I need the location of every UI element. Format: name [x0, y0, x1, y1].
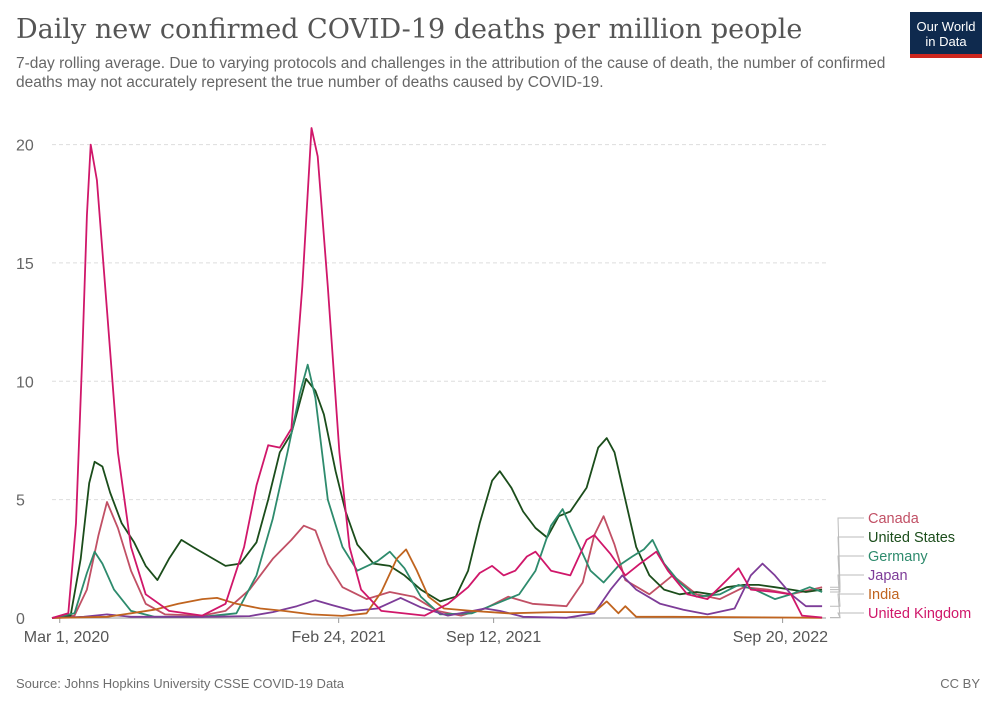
- owid-logo[interactable]: Our World in Data: [910, 12, 982, 58]
- source-note: Source: Johns Hopkins University CSSE CO…: [16, 676, 345, 691]
- legend-connector-germany: [830, 555, 864, 593]
- chart-title: Daily new confirmed COVID-19 deaths per …: [16, 14, 803, 45]
- legend-connector-japan: [830, 574, 864, 607]
- legend-label-united-states: United States: [868, 530, 955, 546]
- legend-label-canada: Canada: [868, 511, 920, 527]
- series-line-united-states: [51, 378, 823, 619]
- y-tick-label-0: 0: [16, 611, 25, 628]
- y-tick-label-20: 20: [16, 138, 34, 155]
- series-line-germany: [51, 363, 823, 619]
- x-tick-label-3: Sep 20, 2022: [733, 629, 828, 646]
- series-line-canada: [51, 501, 823, 619]
- y-tick-label-10: 10: [16, 374, 34, 391]
- x-tick-label-2: Sep 12, 2021: [446, 629, 541, 646]
- legend-label-india: India: [868, 587, 900, 603]
- legend-connector-united-states: [830, 536, 864, 591]
- legend-label-united-kingdom: United Kingdom: [868, 606, 971, 622]
- legend-connector-united-kingdom: [830, 612, 864, 618]
- series-line-united-kingdom: [51, 127, 823, 619]
- legend-label-germany: Germany: [868, 549, 928, 565]
- legend-connector-canada: [830, 517, 864, 588]
- x-tick-label-0: Mar 1, 2020: [24, 629, 109, 646]
- series-line-japan: [51, 562, 823, 619]
- series-line-india: [51, 548, 823, 619]
- y-tick-label-5: 5: [16, 493, 25, 510]
- logo-line-2: in Data: [925, 34, 967, 49]
- legend-label-japan: Japan: [868, 568, 908, 584]
- chart-subtitle: 7-day rolling average. Due to varying pr…: [16, 55, 886, 91]
- logo-line-1: Our World: [916, 19, 976, 34]
- y-tick-label-15: 15: [16, 256, 34, 273]
- x-tick-label-1: Feb 24, 2021: [292, 629, 386, 646]
- license-note[interactable]: CC BY: [940, 676, 980, 691]
